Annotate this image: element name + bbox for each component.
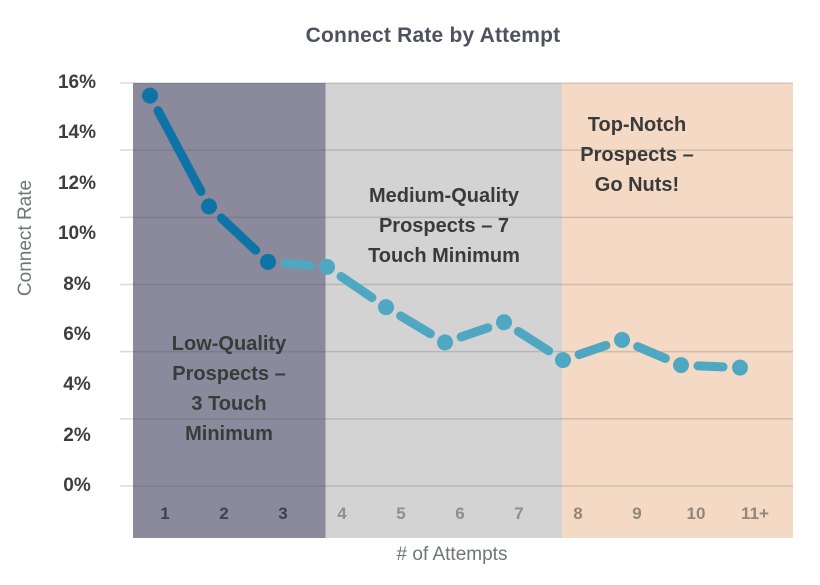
series-segment bbox=[574, 340, 611, 360]
series-segment bbox=[153, 106, 206, 196]
region-label-low-quality: Low-Quality Prospects – 3 Touch Minimum bbox=[172, 329, 286, 449]
data-point-attempt-11+ bbox=[732, 359, 748, 376]
x-tick-8: 8 bbox=[573, 504, 583, 523]
region-label-line: Top-Notch bbox=[587, 114, 687, 136]
x-tick-7: 7 bbox=[514, 504, 524, 523]
x-tick-10: 10 bbox=[686, 504, 706, 523]
y-tick-8%: 8% bbox=[63, 273, 91, 295]
series-segment bbox=[280, 258, 315, 270]
region-label-line: Prospects – bbox=[580, 144, 694, 166]
data-point-attempt-9 bbox=[614, 331, 630, 348]
y-tick-6%: 6% bbox=[63, 323, 91, 345]
series-segment bbox=[336, 271, 377, 303]
y-tick-14%: 14% bbox=[57, 122, 97, 144]
x-tick-2: 2 bbox=[219, 504, 229, 523]
region-label-line: Prospects – bbox=[172, 363, 286, 385]
y-axis-title: Connect Rate bbox=[15, 179, 36, 297]
region-label-top-notch: Top-Notch Prospects – Go Nuts! bbox=[580, 110, 693, 200]
series-segment bbox=[633, 342, 670, 363]
x-tick-3: 3 bbox=[278, 504, 288, 523]
series-segment bbox=[693, 361, 728, 372]
region-band-low-quality bbox=[133, 83, 326, 538]
x-tick-1: 1 bbox=[160, 504, 170, 523]
region-band-top-notch bbox=[562, 83, 793, 538]
region-label-line: Go Nuts! bbox=[594, 174, 680, 196]
data-point-attempt-10 bbox=[673, 357, 689, 374]
region-label-line: Medium-Quality bbox=[368, 185, 519, 207]
y-tick-12%: 12% bbox=[57, 172, 97, 194]
region-label-line: Prospects – 7 bbox=[378, 215, 510, 237]
data-point-attempt-3 bbox=[260, 253, 276, 270]
data-point-attempt-8 bbox=[555, 352, 571, 369]
data-point-attempt-7 bbox=[496, 314, 512, 331]
data-point-attempt-4 bbox=[319, 258, 335, 275]
series-segment bbox=[513, 326, 554, 356]
region-label-line: Minimum bbox=[185, 423, 273, 445]
series-segment bbox=[456, 323, 493, 342]
x-tick-5: 5 bbox=[396, 504, 406, 523]
series-segment bbox=[216, 213, 261, 255]
data-point-attempt-2 bbox=[201, 198, 217, 215]
y-tick-10%: 10% bbox=[57, 223, 97, 245]
y-tick-4%: 4% bbox=[63, 374, 91, 396]
region-label-line: Touch Minimum bbox=[368, 245, 520, 267]
region-band-medium-quality bbox=[325, 83, 562, 538]
data-point-attempt-6 bbox=[437, 334, 453, 351]
x-tick-9: 9 bbox=[632, 504, 642, 523]
region-label-line: 3 Touch bbox=[191, 393, 267, 415]
y-tick-0%: 0% bbox=[63, 475, 91, 496]
region-label-medium-quality: Medium-Quality Prospects – 7 Touch Minimum bbox=[368, 181, 520, 271]
x-axis-title: # of Attempts bbox=[396, 544, 508, 565]
y-tick-2%: 2% bbox=[63, 424, 91, 446]
series-segment bbox=[396, 311, 435, 339]
x-tick-4: 4 bbox=[337, 504, 347, 523]
x-tick-11+: 11+ bbox=[741, 504, 769, 523]
y-tick-16%: 16% bbox=[57, 72, 97, 93]
region-label-line: Low-Quality bbox=[171, 333, 287, 355]
chart-title: Connect Rate by Attempt bbox=[305, 24, 561, 47]
x-tick-6: 6 bbox=[455, 504, 465, 523]
data-point-attempt-5 bbox=[378, 299, 394, 316]
data-point-attempt-1 bbox=[142, 87, 158, 104]
